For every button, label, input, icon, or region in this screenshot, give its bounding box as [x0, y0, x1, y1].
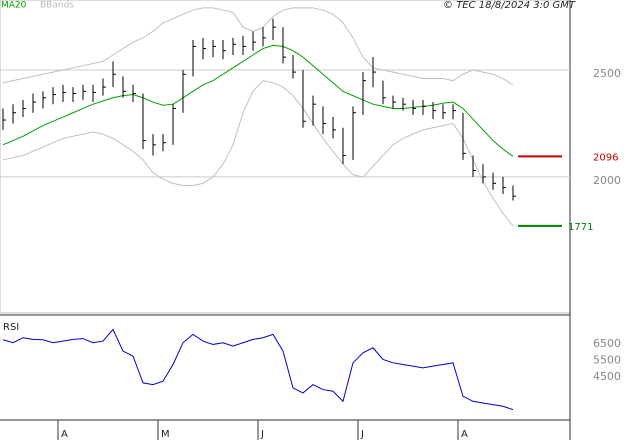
legend-ma: MA20 — [1, 1, 27, 11]
x-tick-label: A — [61, 429, 68, 440]
y-tick-label: 4500 — [593, 370, 621, 383]
y-tick-label: 5500 — [593, 353, 621, 366]
x-tick-label: A — [461, 429, 468, 440]
legend-bbands: BBands — [40, 1, 74, 11]
bband-upper — [2, 7, 514, 86]
source: © TEC 18/8/2024 3:0 GMT — [443, 0, 576, 11]
ma-line — [2, 44, 514, 157]
ma-last-label: 2096 — [593, 152, 618, 163]
bband-lower — [2, 80, 514, 227]
x-tick-label: J — [360, 429, 364, 440]
bband-last-label: 1771 — [568, 222, 593, 233]
rsi-title: RSI — [3, 322, 19, 333]
y-tick-label: 2500 — [593, 67, 621, 80]
y-tick-label: 6500 — [593, 337, 621, 350]
x-tick-label: J — [260, 429, 264, 440]
y-tick-label: 2000 — [593, 174, 621, 187]
x-tick-label: M — [161, 429, 170, 440]
rsi-line — [2, 328, 514, 411]
